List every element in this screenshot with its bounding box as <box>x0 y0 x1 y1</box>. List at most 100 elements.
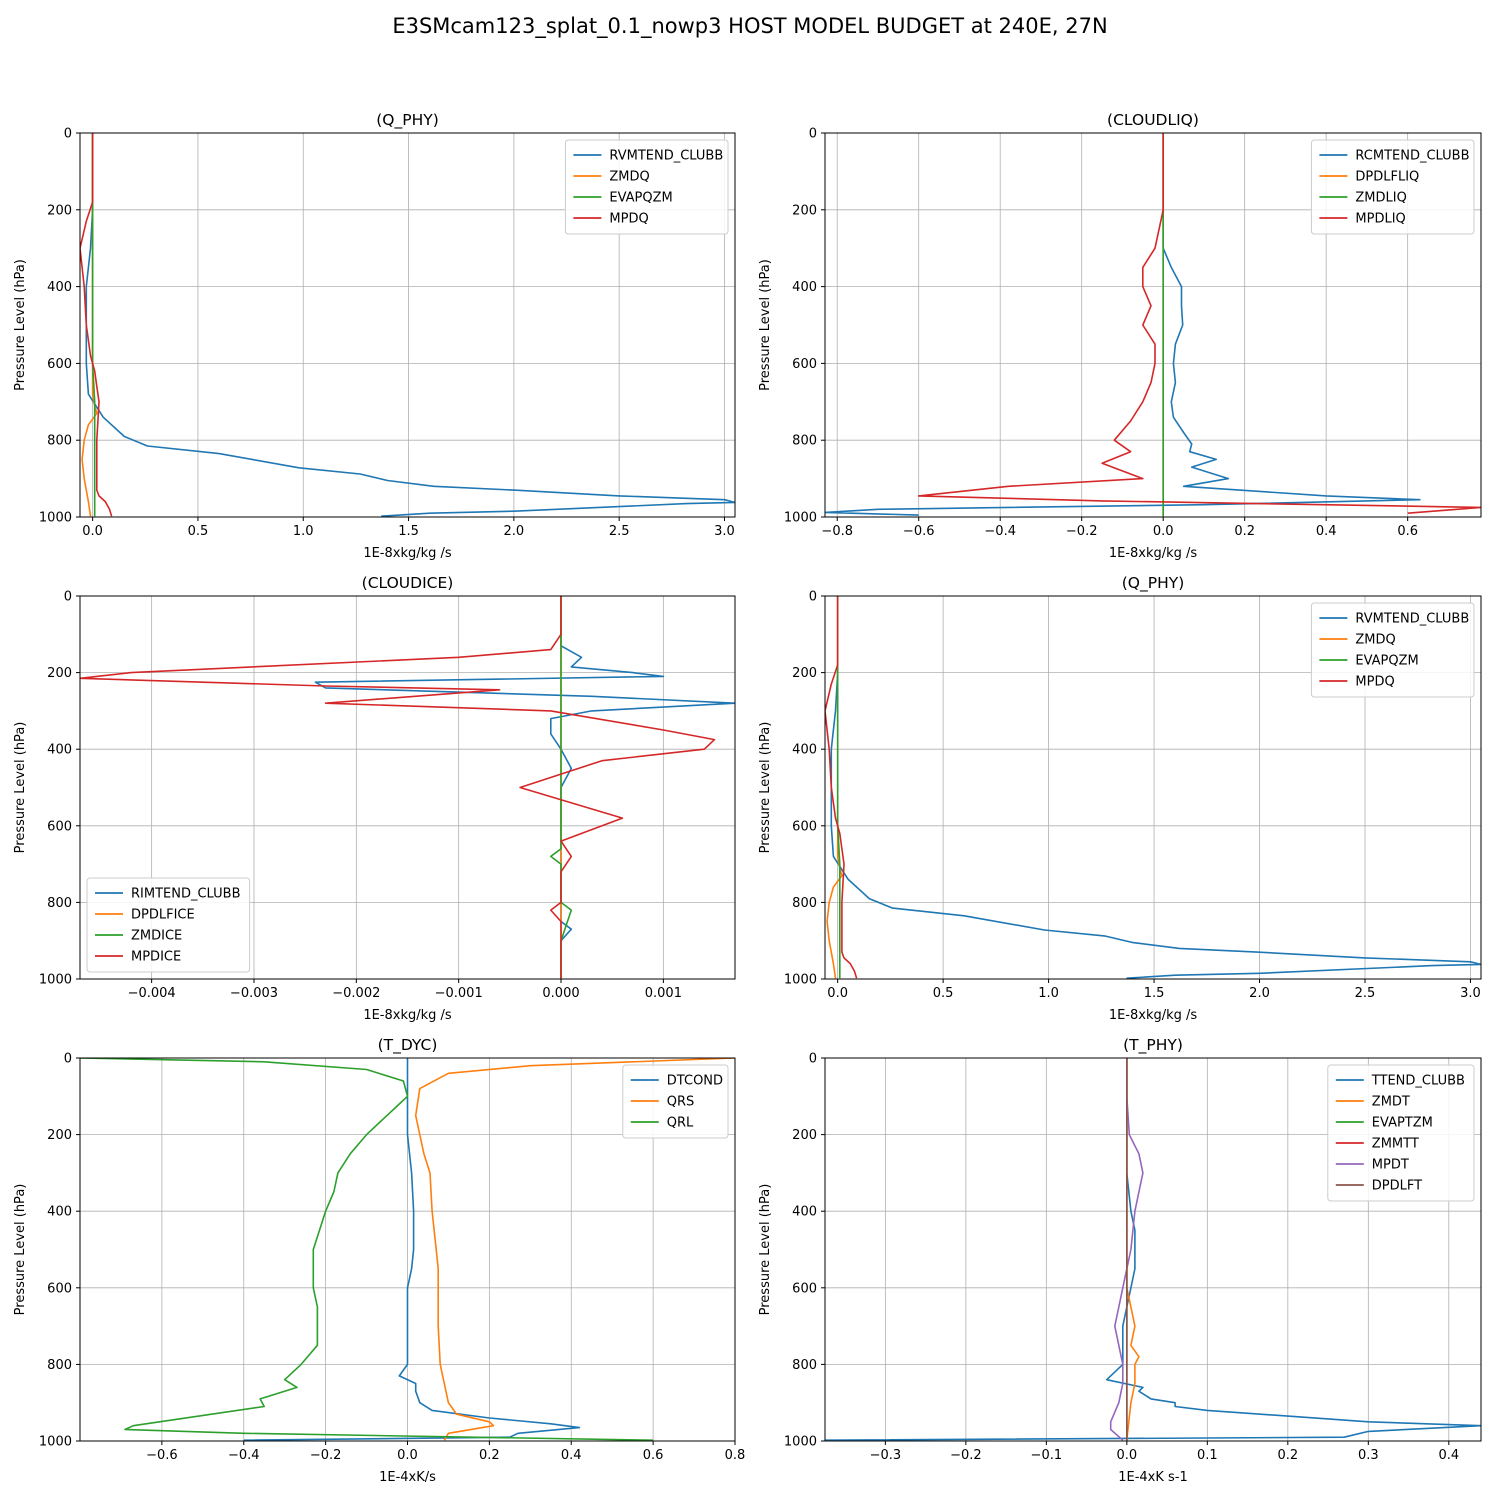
series-group <box>80 596 735 979</box>
series-line-evapqzm <box>91 133 96 517</box>
x-tick-label: 2.5 <box>609 524 630 539</box>
x-tick-label: 1.5 <box>1144 986 1165 1001</box>
y-axis-label: Pressure Level (hPa) <box>758 1184 773 1316</box>
y-tick-label: 200 <box>47 203 72 218</box>
x-axis-label: 1E-8xkg/kg /s <box>363 1008 452 1023</box>
legend-box <box>1327 1064 1475 1202</box>
chart-panel-6: −0.3 −0.2 −0.1 0.0 0.1 0.2 0.3 0.4 0 200 400 600 800… <box>758 1036 1482 1485</box>
legend-entry: ZMDICE <box>131 929 182 944</box>
x-axis-label: 1E-8xkg/kg /s <box>363 546 452 561</box>
y-tick-label: 800 <box>47 896 72 911</box>
x-tick-label: −0.002 <box>332 986 380 1001</box>
y-tick-label: 400 <box>47 743 72 758</box>
chart-panel-5: −0.6 −0.4 −0.2 0.0 0.2 0.4 0.6 0.8 0 200 400 600 800… <box>13 1036 745 1485</box>
legend-entry: RCMTEND_CLUBB <box>1355 149 1469 164</box>
legend-entry: RVMTEND_CLUBB <box>609 149 723 164</box>
legend: RVMTEND_CLUBB ZMDQ EVAPQZM MPDQ <box>1310 602 1475 698</box>
x-tick-label: −0.6 <box>146 1448 178 1463</box>
series-line-mpdq <box>825 596 858 979</box>
legend-entry: ZMMTT <box>1372 1137 1419 1152</box>
x-tick-label: 0.0 <box>827 986 848 1001</box>
x-tick-label: 0.6 <box>1397 524 1418 539</box>
series-line-mpdt <box>1109 1058 1144 1441</box>
legend-box <box>564 139 729 235</box>
legend-entry: QRL <box>667 1116 694 1131</box>
legend-entry: MPDLIQ <box>1355 212 1405 227</box>
legend: RVMTEND_CLUBB ZMDQ EVAPQZM MPDQ <box>564 139 729 235</box>
x-tick-label: 1.0 <box>293 524 314 539</box>
y-tick-label: 400 <box>47 280 72 295</box>
x-tick-label: 0.2 <box>479 1448 500 1463</box>
y-tick-label: 1000 <box>784 1435 817 1450</box>
legend-entry: DTCOND <box>667 1074 723 1089</box>
legend-entry: EVAPTZM <box>1372 1116 1433 1131</box>
y-tick-label: 800 <box>792 434 817 449</box>
x-tick-label: 0.1 <box>1197 1448 1218 1463</box>
x-tick-label: 0.8 <box>725 1448 746 1463</box>
plot-frame <box>824 132 1482 518</box>
legend-entry: RVMTEND_CLUBB <box>1355 612 1469 627</box>
y-tick-label: 0 <box>64 127 72 142</box>
chart-title: (Q_PHY) <box>376 111 439 130</box>
y-tick-label: 800 <box>792 1358 817 1373</box>
chart-panel-1: 0.0 0.5 1.0 1.5 2.0 2.5 3.0 0 200 400 600 800 1000 (Q… <box>13 111 736 561</box>
y-tick-label: 600 <box>792 1281 817 1296</box>
legend-entry: EVAPQZM <box>1355 654 1418 669</box>
legend-box <box>1310 602 1475 698</box>
legend-entry: DPDLFICE <box>131 908 195 923</box>
x-tick-label: 1.0 <box>1038 986 1059 1001</box>
chart-panel-3: −0.004 −0.003 −0.002 −0.001 0.000 0.001 0 200 40… <box>13 574 736 1023</box>
x-tick-label: 0.0 <box>397 1448 418 1463</box>
y-tick-label: 600 <box>792 819 817 834</box>
x-tick-label: 0.2 <box>1277 1448 1298 1463</box>
x-tick-label: 0.000 <box>542 986 579 1001</box>
figure-title: E3SMcam123_splat_0.1_nowp3 HOST MODEL BU… <box>392 14 1108 38</box>
legend-entry: MPDQ <box>609 212 648 227</box>
x-tick-label: −0.3 <box>870 1448 902 1463</box>
series-line-mpdq <box>80 133 113 517</box>
x-tick-label: 0.0 <box>1153 524 1174 539</box>
series-group <box>825 596 1481 979</box>
x-tick-label: −0.001 <box>435 986 483 1001</box>
y-tick-label: 600 <box>47 819 72 834</box>
x-tick-label: −0.8 <box>821 524 853 539</box>
chart-title: (T_PHY) <box>1123 1036 1183 1055</box>
x-axis-label: 1E-8xkg/kg /s <box>1109 546 1198 561</box>
series-group <box>80 133 735 517</box>
y-tick-label: 400 <box>47 1205 72 1220</box>
x-tick-label: 2.0 <box>504 524 525 539</box>
series-line-qrl <box>80 1058 654 1441</box>
x-tick-label: −0.2 <box>310 1448 342 1463</box>
x-tick-label: 0.6 <box>643 1448 664 1463</box>
plot-frame <box>79 132 736 518</box>
y-tick-label: 400 <box>792 1205 817 1220</box>
legend-entry: ZMDQ <box>1355 633 1395 648</box>
y-tick-label: 1000 <box>39 973 72 988</box>
x-axis-label: 1E-4xK s-1 <box>1118 1470 1188 1485</box>
x-tick-label: 0.001 <box>645 986 682 1001</box>
chart-title: (Q_PHY) <box>1122 574 1185 593</box>
x-tick-label: −0.2 <box>1066 524 1098 539</box>
y-tick-label: 800 <box>47 1358 72 1373</box>
series-line-rcmtend-clubb <box>825 133 1421 516</box>
y-tick-label: 1000 <box>39 1435 72 1450</box>
y-tick-label: 200 <box>792 1128 817 1143</box>
series-line-evapqzm <box>836 596 841 979</box>
legend: TTEND_CLUBB ZMDT EVAPTZM ZMMTT MPDT DPDLFT <box>1327 1064 1475 1202</box>
series-line-mpdliq <box>917 133 1481 514</box>
x-tick-label: 0.3 <box>1358 1448 1379 1463</box>
x-tick-label: −0.6 <box>903 524 935 539</box>
x-axis-label: 1E-4xK/s <box>379 1470 436 1485</box>
y-tick-label: 800 <box>47 434 72 449</box>
y-tick-label: 200 <box>792 203 817 218</box>
x-tick-label: −0.2 <box>950 1448 982 1463</box>
series-line-mpdice <box>80 596 716 979</box>
chart-title: (CLOUDLIQ) <box>1107 111 1199 129</box>
x-tick-label: −0.4 <box>984 524 1016 539</box>
series-group <box>80 1058 735 1441</box>
legend-entry: DPDLFT <box>1372 1179 1422 1194</box>
legend-entry: DPDLFLIQ <box>1355 170 1419 185</box>
series-group <box>825 1058 1481 1441</box>
legend-entry: RIMTEND_CLUBB <box>131 887 241 902</box>
chart-title: (CLOUDICE) <box>362 574 454 592</box>
